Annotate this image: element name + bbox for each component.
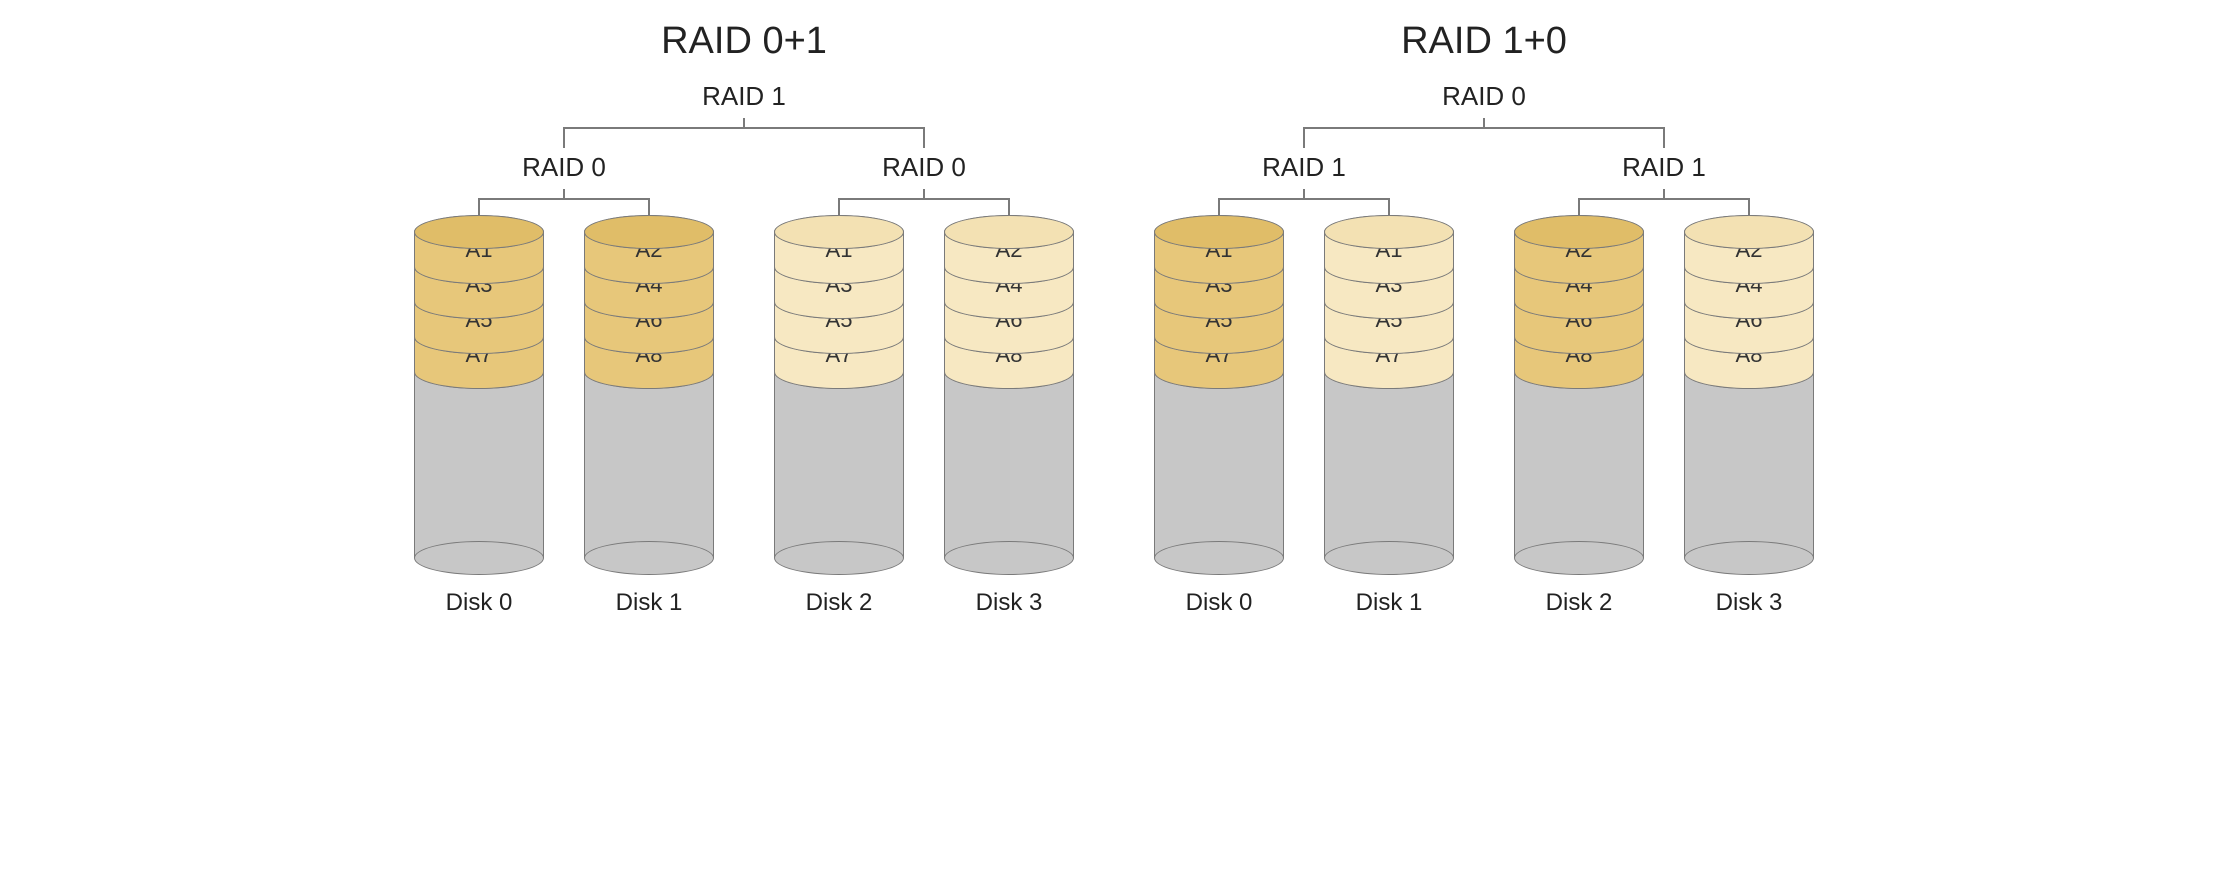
disk-label: Disk 3 (1716, 589, 1783, 617)
upper-raid-label: RAID 0 (1154, 81, 1814, 112)
raid-subgroup: RAID 1 A7A5A3A1 Disk 0 A7A5A3A1 Disk 1 (1154, 152, 1454, 617)
raid-diagram: RAID 0+1 RAID 1 RAID 0 A7A5A3A1 Disk 0 A8A6A4… (414, 20, 1074, 617)
raid-subgroup: RAID 1 A8A6A4A2 Disk 2 A8A6A4A2 Disk 3 (1514, 152, 1814, 617)
disk-cylinder: A8A6A4A2 (1514, 215, 1644, 575)
raid-diagram: RAID 1+0RAID 0RAID 1A7A5A3A1Disk 0A7A5A3… (1154, 20, 1814, 617)
disk-pair: A7A5A3A1 Disk 0 A7A5A3A1 Disk 1 (1154, 215, 1454, 617)
diagram-title: RAID 0+1 (414, 20, 1074, 63)
lower-raid-label: RAID 0 (522, 152, 606, 183)
disk-column: A7A5A3A1 Disk 1 (1324, 215, 1454, 617)
disk-label: Disk 3 (976, 589, 1043, 617)
disk-cylinder: A8A6A4A2 (1684, 215, 1814, 575)
lower-raid-label: RAID 1 (1262, 152, 1346, 183)
disk-pair: A8A6A4A2 Disk 2 A8A6A4A2 Disk 3 (1514, 215, 1814, 617)
lower-row: RAID 0A7A5A3A1Disk 0A8A6A4A2Disk 1RAID 0… (414, 152, 1074, 617)
disk-column: A8A6A4A2 Disk 1 (584, 215, 714, 617)
disk-cylinder: A7A5A3A1 (1154, 215, 1284, 575)
raid-diagrams-container: RAID 0+1 RAID 1 RAID 0 A7A5A3A1 Disk 0 A8A6A4… (40, 20, 2188, 617)
disk-cylinder: A7A5A3A1 (1324, 215, 1454, 575)
disk-label: Disk 1 (616, 589, 683, 617)
disk-column: A8A6A4A2 Disk 3 (1684, 215, 1814, 617)
disk-cylinder: A8A6A4A2 (584, 215, 714, 575)
disk-cylinder: A8A6A4A2 (944, 215, 1074, 575)
disk-cylinder: A7A5A3A1 (414, 215, 544, 575)
disk-label: Disk 1 (1356, 589, 1423, 617)
raid-subgroup: RAID 0 A7A5A3A1 Disk 0 A8A6A4A2 Disk 1 (414, 152, 714, 617)
disk-column: A8A6A4A2 Disk 2 (1514, 215, 1644, 617)
upper-bracket (564, 118, 924, 148)
upper-bracket (1304, 118, 1664, 148)
disk-pair: A7A5A3A1 Disk 0 A8A6A4A2 Disk 1 (414, 215, 714, 617)
diagram-title: RAID 1+0 (1154, 20, 1814, 63)
disk-column: A7A5A3A1 Disk 2 (774, 215, 904, 617)
disk-column: A7A5A3A1 Disk 0 (1154, 215, 1284, 617)
disk-label: Disk 0 (1186, 589, 1253, 617)
lower-raid-label: RAID 1 (1622, 152, 1706, 183)
raid-subgroup: RAID 0 A7A5A3A1 Disk 2 A8A6A4A2 Disk 3 (774, 152, 1074, 617)
lower-row: RAID 1A7A5A3A1Disk 0A7A5A3A1Disk 1RAID 1… (1154, 152, 1814, 617)
upper-raid-label: RAID 1 (414, 81, 1074, 112)
disk-column: A8A6A4A2 Disk 3 (944, 215, 1074, 617)
disk-column: A7A5A3A1 Disk 0 (414, 215, 544, 617)
disk-label: Disk 2 (1546, 589, 1613, 617)
disk-label: Disk 0 (446, 589, 513, 617)
disk-label: Disk 2 (806, 589, 873, 617)
disk-pair: A7A5A3A1 Disk 2 A8A6A4A2 Disk 3 (774, 215, 1074, 617)
disk-cylinder: A7A5A3A1 (774, 215, 904, 575)
lower-raid-label: RAID 0 (882, 152, 966, 183)
